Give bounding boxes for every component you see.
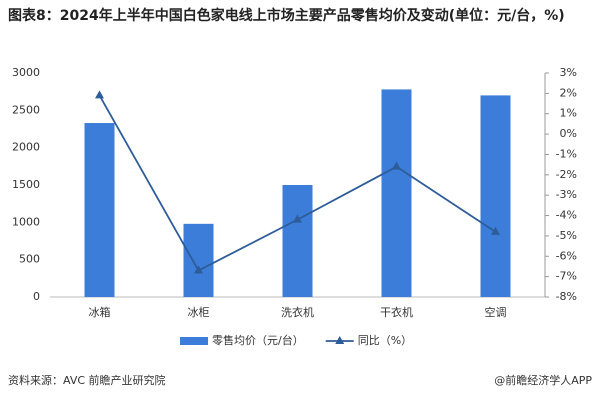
y2-tick-label: -2% <box>556 168 577 181</box>
credit: @前瞻经济学人APP <box>494 373 592 387</box>
x-tick-label: 冰柜 <box>188 306 210 319</box>
y-tick-label: 2000 <box>12 141 40 154</box>
x-tick-label: 空调 <box>485 305 507 319</box>
marker <box>392 161 401 170</box>
legend-label: 同比（%） <box>358 334 412 347</box>
chart-title: 图表8：2024年上半年中国白色家电线上市场主要产品零售均价及变动(单位：元/台… <box>8 8 565 24</box>
y-tick-label: 500 <box>19 253 40 266</box>
y2-tick-label: 1% <box>560 107 577 120</box>
x-tick-label: 冰箱 <box>89 305 111 319</box>
bar <box>183 223 214 297</box>
y-tick-label: 2500 <box>12 103 40 116</box>
y2-tick-label: 3% <box>560 66 577 79</box>
bar <box>381 89 412 297</box>
y2-tick-label: -4% <box>556 209 577 222</box>
y2-tick-label: -8% <box>556 290 577 303</box>
marker <box>491 226 500 235</box>
x-tick-label: 干衣机 <box>380 305 413 319</box>
source: 资料来源：AVC 前瞻产业研究院 <box>8 373 166 387</box>
y-tick-label: 3000 <box>12 66 40 79</box>
legend-label: 零售均价（元/台） <box>212 333 304 347</box>
marker <box>194 265 203 274</box>
y2-tick-label: -3% <box>556 188 577 201</box>
y-tick-label: 0 <box>33 290 40 303</box>
y2-tick-label: 2% <box>560 86 577 99</box>
y-tick-label: 1500 <box>12 178 40 191</box>
legend-marker <box>335 336 345 344</box>
marker <box>293 214 302 223</box>
y2-tick-label: -1% <box>556 147 577 160</box>
y-tick-label: 1000 <box>12 215 40 228</box>
y2-tick-label: -5% <box>556 229 577 242</box>
legend-swatch <box>180 337 208 345</box>
x-tick-label: 洗衣机 <box>281 305 314 319</box>
bar <box>282 185 313 297</box>
marker <box>95 90 104 99</box>
y2-tick-label: -6% <box>556 249 577 262</box>
bar <box>480 95 511 298</box>
bar <box>84 123 115 297</box>
y2-tick-label: 0% <box>560 127 577 140</box>
y2-tick-label: -7% <box>556 270 577 283</box>
